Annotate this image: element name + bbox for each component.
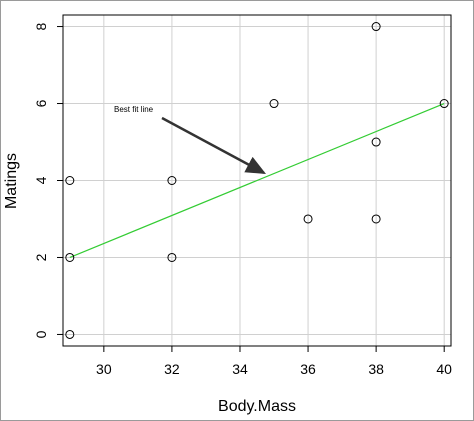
x-axis-ticks: 30 32 34 36 38 40: [96, 346, 452, 377]
y-tick-label-0: 0: [33, 330, 49, 338]
annotation-label: Best fit line: [114, 105, 154, 114]
y-axis-title: Matings: [3, 153, 20, 209]
data-point-5: [269, 99, 279, 109]
best-fit-line: [69, 102, 445, 259]
data-point-6: [303, 214, 313, 224]
x-axis-title: Body.Mass: [218, 398, 296, 415]
data-points: [65, 22, 449, 339]
x-tick-label-0: 30: [96, 361, 112, 377]
data-point-9: [371, 22, 381, 32]
x-tick-label-5: 40: [436, 361, 452, 377]
y-tick-label-3: 6: [33, 99, 49, 107]
x-tick-label-2: 34: [232, 361, 248, 377]
x-tick-label-4: 38: [368, 361, 384, 377]
data-point-10: [439, 99, 449, 109]
data-point-2: [65, 176, 75, 185]
y-tick-label-2: 4: [33, 176, 49, 184]
data-point-0: [65, 329, 75, 339]
y-axis-ticks: 0 2 4 6 8: [33, 22, 63, 338]
x-tick-label-3: 36: [300, 361, 316, 377]
data-point-7: [371, 214, 381, 224]
y-tick-label-1: 2: [33, 253, 49, 261]
x-tick-label-1: 32: [164, 361, 180, 377]
data-point-4: [167, 176, 177, 185]
data-point-3: [167, 252, 177, 262]
data-point-1: [65, 252, 75, 262]
data-point-8: [371, 137, 381, 147]
annotation-arrow: [161, 116, 267, 174]
y-tick-label-4: 8: [33, 22, 49, 30]
